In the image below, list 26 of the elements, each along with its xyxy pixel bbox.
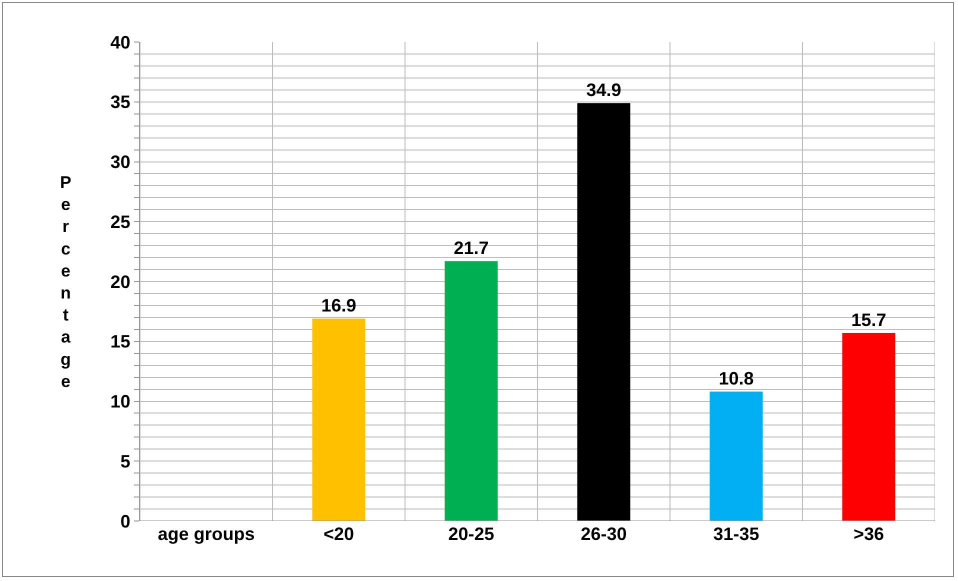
- x-tick-label: 31-35: [713, 524, 760, 544]
- y-tick-label: 30: [110, 152, 130, 172]
- x-tick-label: >36: [853, 524, 884, 544]
- bar: [577, 103, 630, 521]
- y-tick-label: 35: [110, 92, 130, 112]
- y-tick-label: 20: [110, 272, 130, 292]
- x-tick-label: age groups: [158, 524, 255, 544]
- y-tick-label: 15: [110, 332, 130, 352]
- y-tick-label: 40: [110, 32, 130, 52]
- y-tick-label: 5: [120, 451, 130, 472]
- data-label: 15.7: [851, 310, 886, 330]
- x-tick-label: 20-25: [448, 524, 494, 544]
- text: Percentage: [60, 173, 72, 391]
- x-tick-label: <20: [323, 524, 354, 544]
- bar: [710, 392, 763, 521]
- bar: [842, 332, 896, 521]
- x-tick-label: 26-30: [580, 524, 627, 544]
- data-label: 16.9: [321, 296, 356, 316]
- bar: [312, 318, 366, 521]
- y-tick-label: 0: [120, 511, 130, 532]
- y-tick-label: 25: [110, 212, 130, 232]
- bar: [444, 261, 498, 521]
- data-label: 21.7: [454, 238, 489, 258]
- data-label: 10.8: [718, 368, 754, 389]
- data-label: 34.9: [586, 80, 622, 100]
- y-tick-label: 10: [110, 392, 130, 412]
